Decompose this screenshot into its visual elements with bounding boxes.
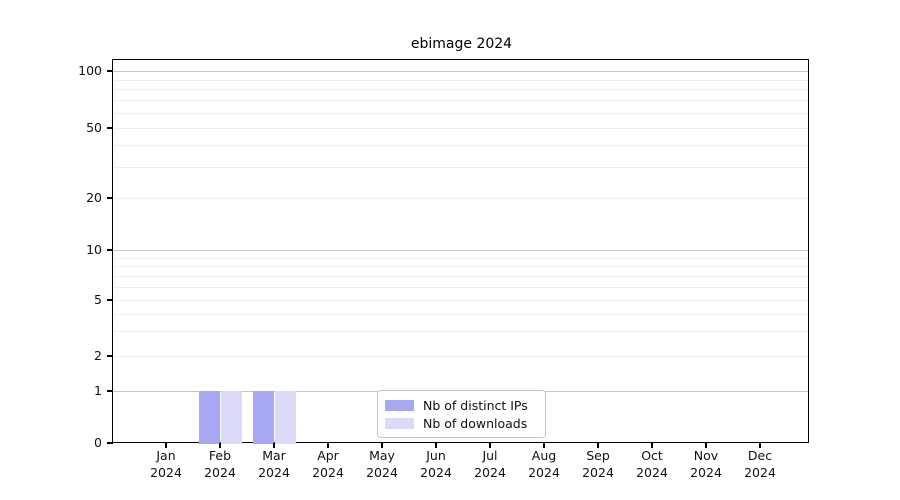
y-axis-tick	[107, 442, 113, 444]
x-tick-year: 2024	[420, 464, 452, 480]
minor-gridline	[113, 113, 808, 114]
x-tick-year: 2024	[312, 464, 344, 480]
x-tick-label: Dec 2024	[728, 448, 792, 481]
x-axis-tick	[327, 443, 329, 448]
x-tick-year: 2024	[528, 464, 560, 480]
x-axis-tick	[543, 443, 545, 448]
y-tick-label: 20	[86, 190, 102, 205]
x-tick-label: Feb 2024	[188, 448, 252, 481]
x-tick-label: Aug 2024	[512, 448, 576, 481]
y-tick-label: 0	[94, 435, 102, 450]
x-tick-year: 2024	[690, 464, 722, 480]
x-axis-tick	[597, 443, 599, 448]
minor-gridline	[113, 79, 808, 81]
x-tick-month: Jun	[426, 448, 446, 463]
x-tick-month: Dec	[747, 448, 773, 463]
x-tick-label: Sep 2024	[566, 448, 630, 481]
bar-nb-of-downloads-feb	[220, 391, 242, 444]
y-tick-label: 2	[94, 348, 102, 363]
legend-swatch-distinct-ips	[385, 399, 414, 411]
bar-nb-of-downloads-mar	[274, 391, 296, 444]
x-tick-label: Apr 2024	[296, 448, 360, 481]
major-gridline	[113, 250, 808, 251]
minor-gridline	[113, 257, 808, 259]
x-tick-year: 2024	[582, 464, 614, 480]
x-tick-month: Feb	[208, 448, 232, 463]
y-tick-label: 5	[94, 292, 102, 307]
y-tick-label: 1	[94, 383, 102, 398]
legend-label-downloads: Nb of downloads	[423, 415, 528, 431]
chart-title: ebimage 2024	[410, 36, 513, 52]
x-axis-tick	[759, 443, 761, 448]
y-tick-label: 100	[78, 63, 102, 78]
x-tick-month: Sep	[586, 448, 610, 463]
x-axis-tick	[489, 443, 491, 448]
legend-swatch-downloads	[385, 417, 414, 429]
x-tick-month: Aug	[531, 448, 557, 463]
y-axis-tick	[107, 355, 113, 357]
minor-gridline	[113, 300, 808, 301]
legend-item-distinct-ips: Nb of distinct IPs	[385, 398, 545, 413]
y-axis-tick	[107, 249, 113, 251]
x-tick-label: Jul 2024	[458, 448, 522, 481]
minor-gridline	[113, 167, 808, 169]
x-axis-tick	[381, 443, 383, 448]
x-tick-label: Nov 2024	[674, 448, 738, 481]
minor-gridline	[113, 275, 808, 277]
y-tick-label: 10	[86, 242, 102, 257]
minor-gridline	[113, 313, 808, 315]
x-tick-label: Oct 2024	[620, 448, 684, 481]
minor-gridline	[113, 266, 808, 268]
bar-nb-of-distinct-ips-feb	[198, 391, 220, 444]
x-tick-month: Jul	[482, 448, 498, 463]
minor-gridline	[113, 145, 808, 147]
x-tick-month: Apr	[317, 448, 339, 463]
x-tick-year: 2024	[204, 464, 236, 480]
minor-gridline	[113, 356, 808, 357]
x-tick-month: Mar	[262, 448, 286, 463]
minor-gridline	[113, 89, 808, 91]
x-tick-year: 2024	[150, 464, 182, 480]
minor-gridline	[113, 100, 808, 102]
y-axis-tick	[107, 70, 113, 72]
minor-gridline	[113, 128, 808, 129]
x-axis-tick	[165, 443, 167, 448]
x-tick-label: Jun 2024	[404, 448, 468, 481]
x-tick-year: 2024	[744, 464, 776, 480]
legend-label-distinct-ips: Nb of distinct IPs	[423, 397, 528, 413]
x-tick-year: 2024	[474, 464, 506, 480]
legend: Nb of distinct IPs Nb of downloads	[377, 390, 546, 438]
x-axis-tick	[219, 443, 221, 448]
x-axis-tick	[435, 443, 437, 448]
y-axis-tick	[107, 299, 113, 301]
x-tick-month: Nov	[693, 448, 719, 463]
plot-area	[112, 59, 809, 444]
y-axis-tick	[107, 197, 113, 199]
x-tick-label: Jan 2024	[134, 448, 198, 481]
minor-gridline	[113, 286, 808, 288]
minor-gridline	[113, 331, 808, 333]
x-tick-month: Jan	[156, 448, 176, 463]
x-axis-tick	[273, 443, 275, 448]
legend-item-downloads: Nb of downloads	[385, 416, 545, 431]
minor-gridline	[113, 198, 808, 199]
x-tick-label: Mar 2024	[242, 448, 306, 481]
x-axis-tick	[705, 443, 707, 448]
x-tick-month: Oct	[641, 448, 663, 463]
y-axis-tick	[107, 127, 113, 129]
bar-nb-of-distinct-ips-mar	[252, 391, 274, 444]
y-tick-label: 50	[86, 120, 102, 135]
x-tick-label: May 2024	[350, 448, 414, 481]
x-tick-year: 2024	[258, 464, 290, 480]
x-tick-month: May	[369, 448, 395, 463]
x-axis-tick	[651, 443, 653, 448]
x-tick-year: 2024	[366, 464, 398, 480]
major-gridline	[113, 71, 808, 72]
x-tick-year: 2024	[636, 464, 668, 480]
y-axis-tick	[107, 390, 113, 392]
